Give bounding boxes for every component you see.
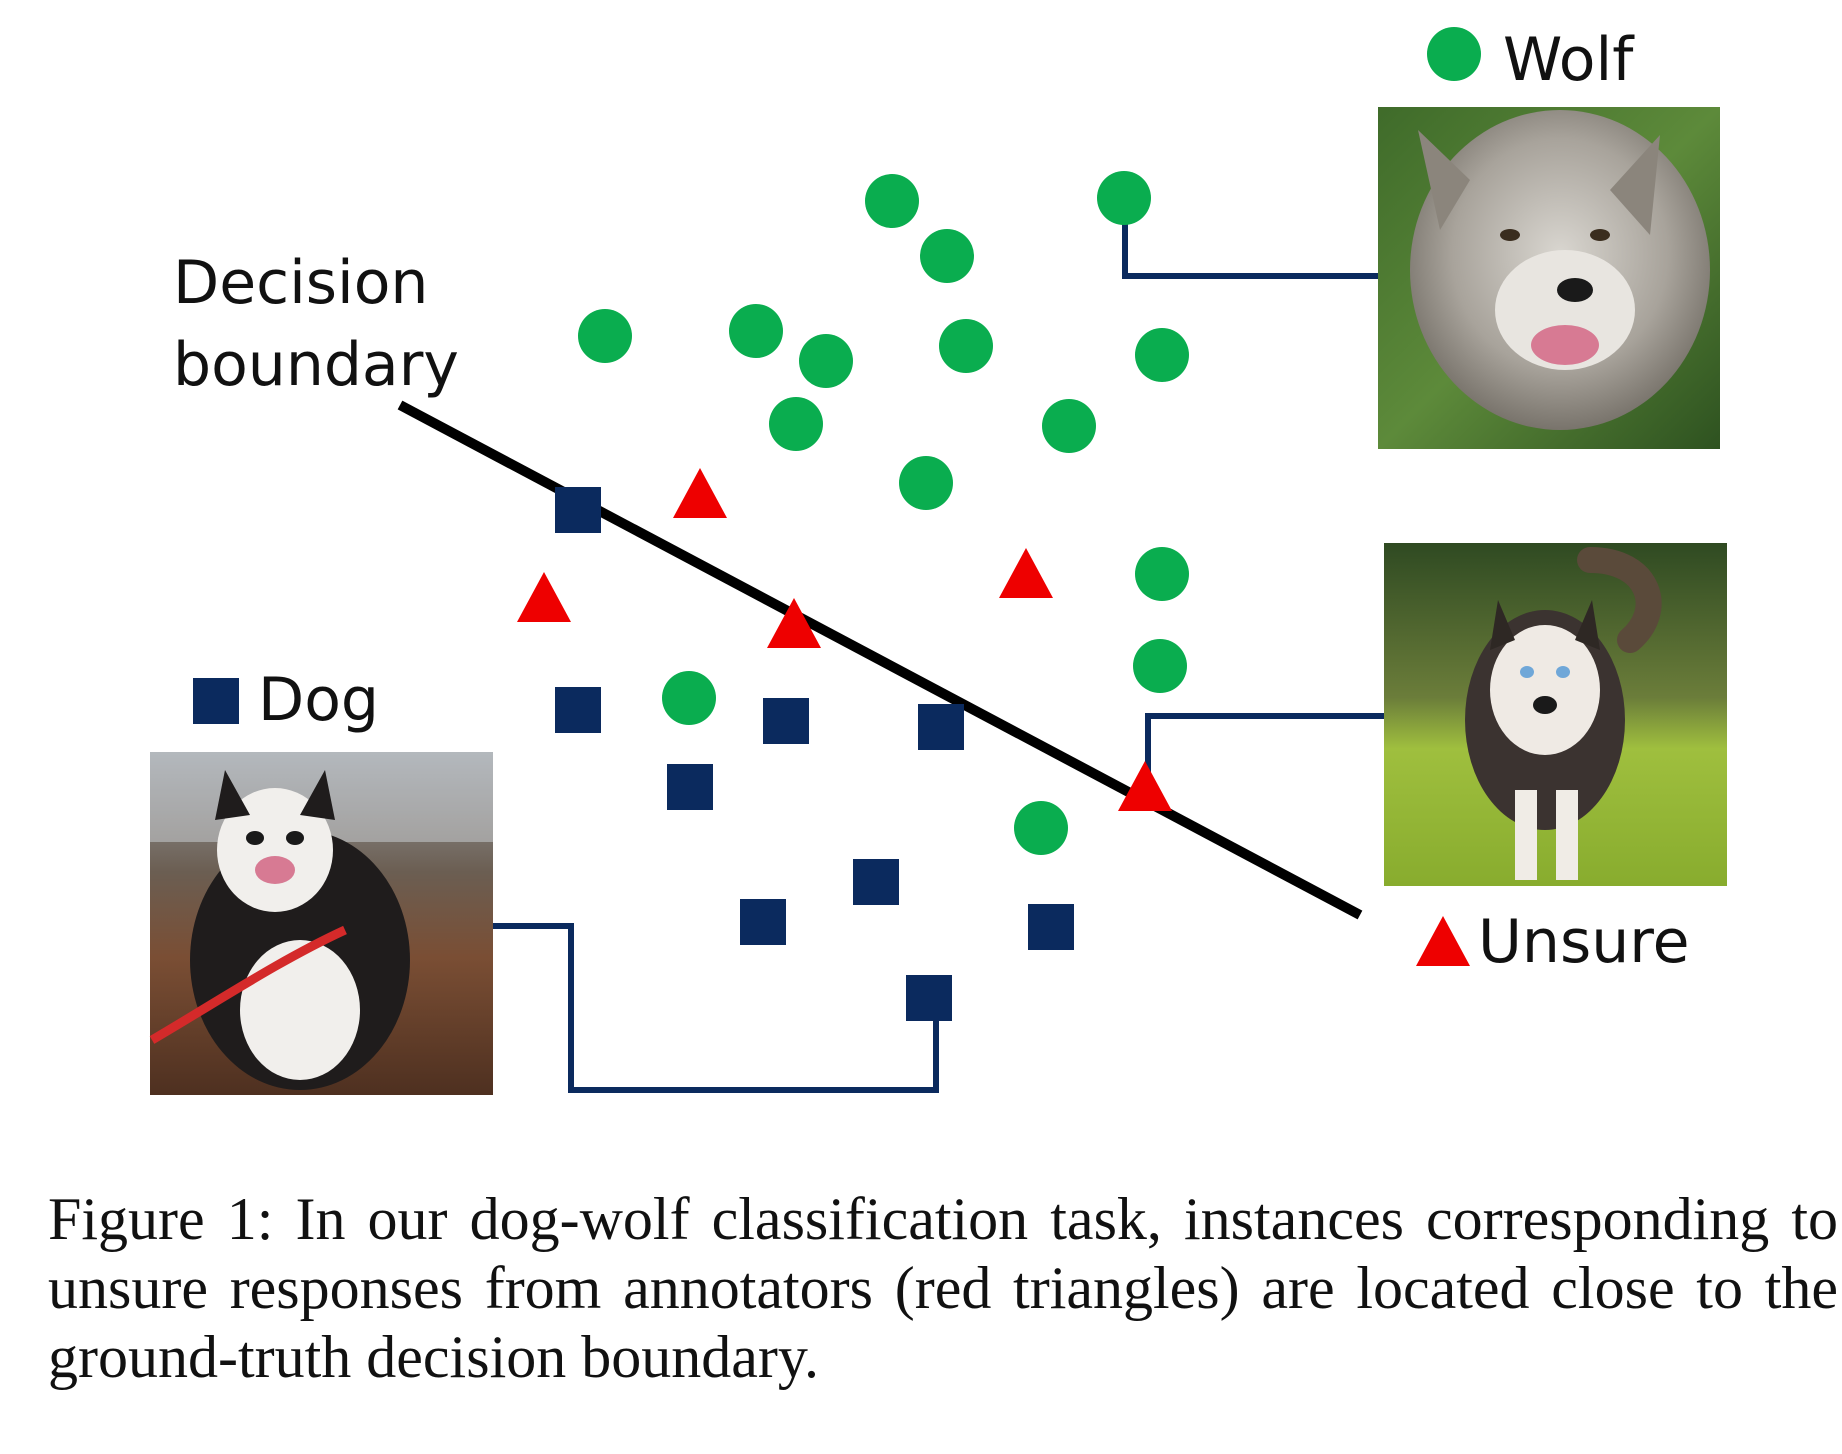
figure-caption: Figure 1: In our dog-wolf classification… — [48, 1186, 1838, 1390]
dog-point — [853, 859, 899, 905]
unsure-point — [767, 598, 821, 648]
dog-point — [555, 687, 601, 733]
wolf-point — [1042, 399, 1096, 453]
husky-photo — [1384, 543, 1727, 886]
figure-diagram: Decision boundary Wolf Dog Unsure — [149, 25, 1727, 1095]
wolf-point — [799, 334, 853, 388]
wolf-point — [899, 456, 953, 510]
decision-boundary-label-line1: Decision — [173, 248, 428, 318]
legend-unsure-marker — [1416, 916, 1470, 966]
wolf-point — [920, 229, 974, 283]
dog-point — [1028, 904, 1074, 950]
wolf-point — [1135, 547, 1189, 601]
legend-dog-marker — [193, 678, 239, 724]
dog-point — [918, 704, 964, 750]
wolf-point — [939, 319, 993, 373]
unsure-points — [517, 468, 1172, 811]
dog-point — [555, 487, 601, 533]
wolf-point — [1133, 639, 1187, 693]
unsure-point — [673, 468, 727, 518]
wolf-photo — [1378, 107, 1720, 449]
unsure-point — [517, 572, 571, 622]
legend-wolf-marker — [1427, 27, 1481, 81]
unsure-point — [999, 548, 1053, 598]
decision-boundary-label-line2: boundary — [173, 330, 459, 400]
wolf-point — [1135, 328, 1189, 382]
wolf-point — [578, 309, 632, 363]
legend-unsure-label: Unsure — [1478, 907, 1690, 977]
dog-point — [740, 899, 786, 945]
wolf-points — [578, 171, 1189, 855]
wolf-point — [729, 304, 783, 358]
legend-wolf-label: Wolf — [1503, 25, 1635, 95]
dog-point — [763, 698, 809, 744]
legend-dog-label: Dog — [258, 665, 379, 735]
wolf-point — [1014, 801, 1068, 855]
connector-dog — [493, 923, 939, 1093]
dog-photo — [149, 752, 493, 1095]
dog-point — [667, 764, 713, 810]
connector-husky — [1145, 713, 1384, 795]
wolf-point — [769, 397, 823, 451]
wolf-point — [662, 671, 716, 725]
dog-point — [906, 975, 952, 1021]
unsure-point — [1118, 761, 1172, 811]
wolf-point — [1097, 171, 1151, 225]
decision-boundary-line — [397, 400, 1363, 920]
connector-wolf — [1122, 196, 1378, 279]
dog-points — [555, 487, 1074, 1021]
wolf-point — [865, 174, 919, 228]
